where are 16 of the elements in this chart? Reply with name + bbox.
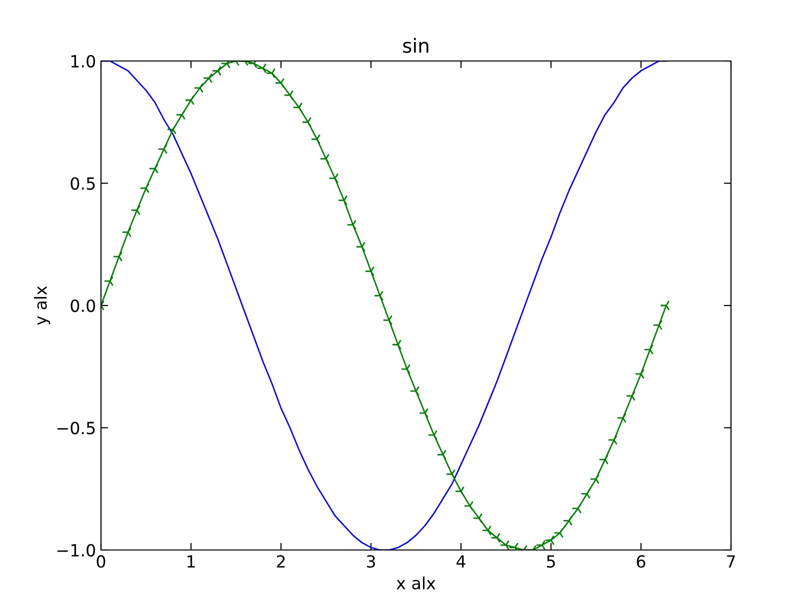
x-tick-label: 7 (727, 555, 735, 568)
y-tick-label: −0.5 (57, 422, 95, 434)
chart-title: sin (403, 38, 428, 53)
y-axis-title: y alx (34, 286, 50, 325)
y-tick-label: 0.0 (70, 299, 96, 312)
x-tick-label: 0 (96, 555, 106, 568)
y-tick-label: 1.0 (71, 54, 96, 68)
x-tick-label: 6 (636, 555, 646, 568)
x-tick-label: 1 (188, 555, 195, 568)
x-tick-label: 3 (366, 555, 375, 568)
x-tick-label: 2 (276, 555, 285, 568)
x-tick-label: 5 (546, 555, 555, 568)
y-tick-label: 0.5 (70, 177, 95, 190)
y-tick-label: −1.0 (57, 544, 96, 557)
x-axis-title: x alx (396, 576, 436, 590)
x-tick-label: 4 (456, 555, 466, 568)
